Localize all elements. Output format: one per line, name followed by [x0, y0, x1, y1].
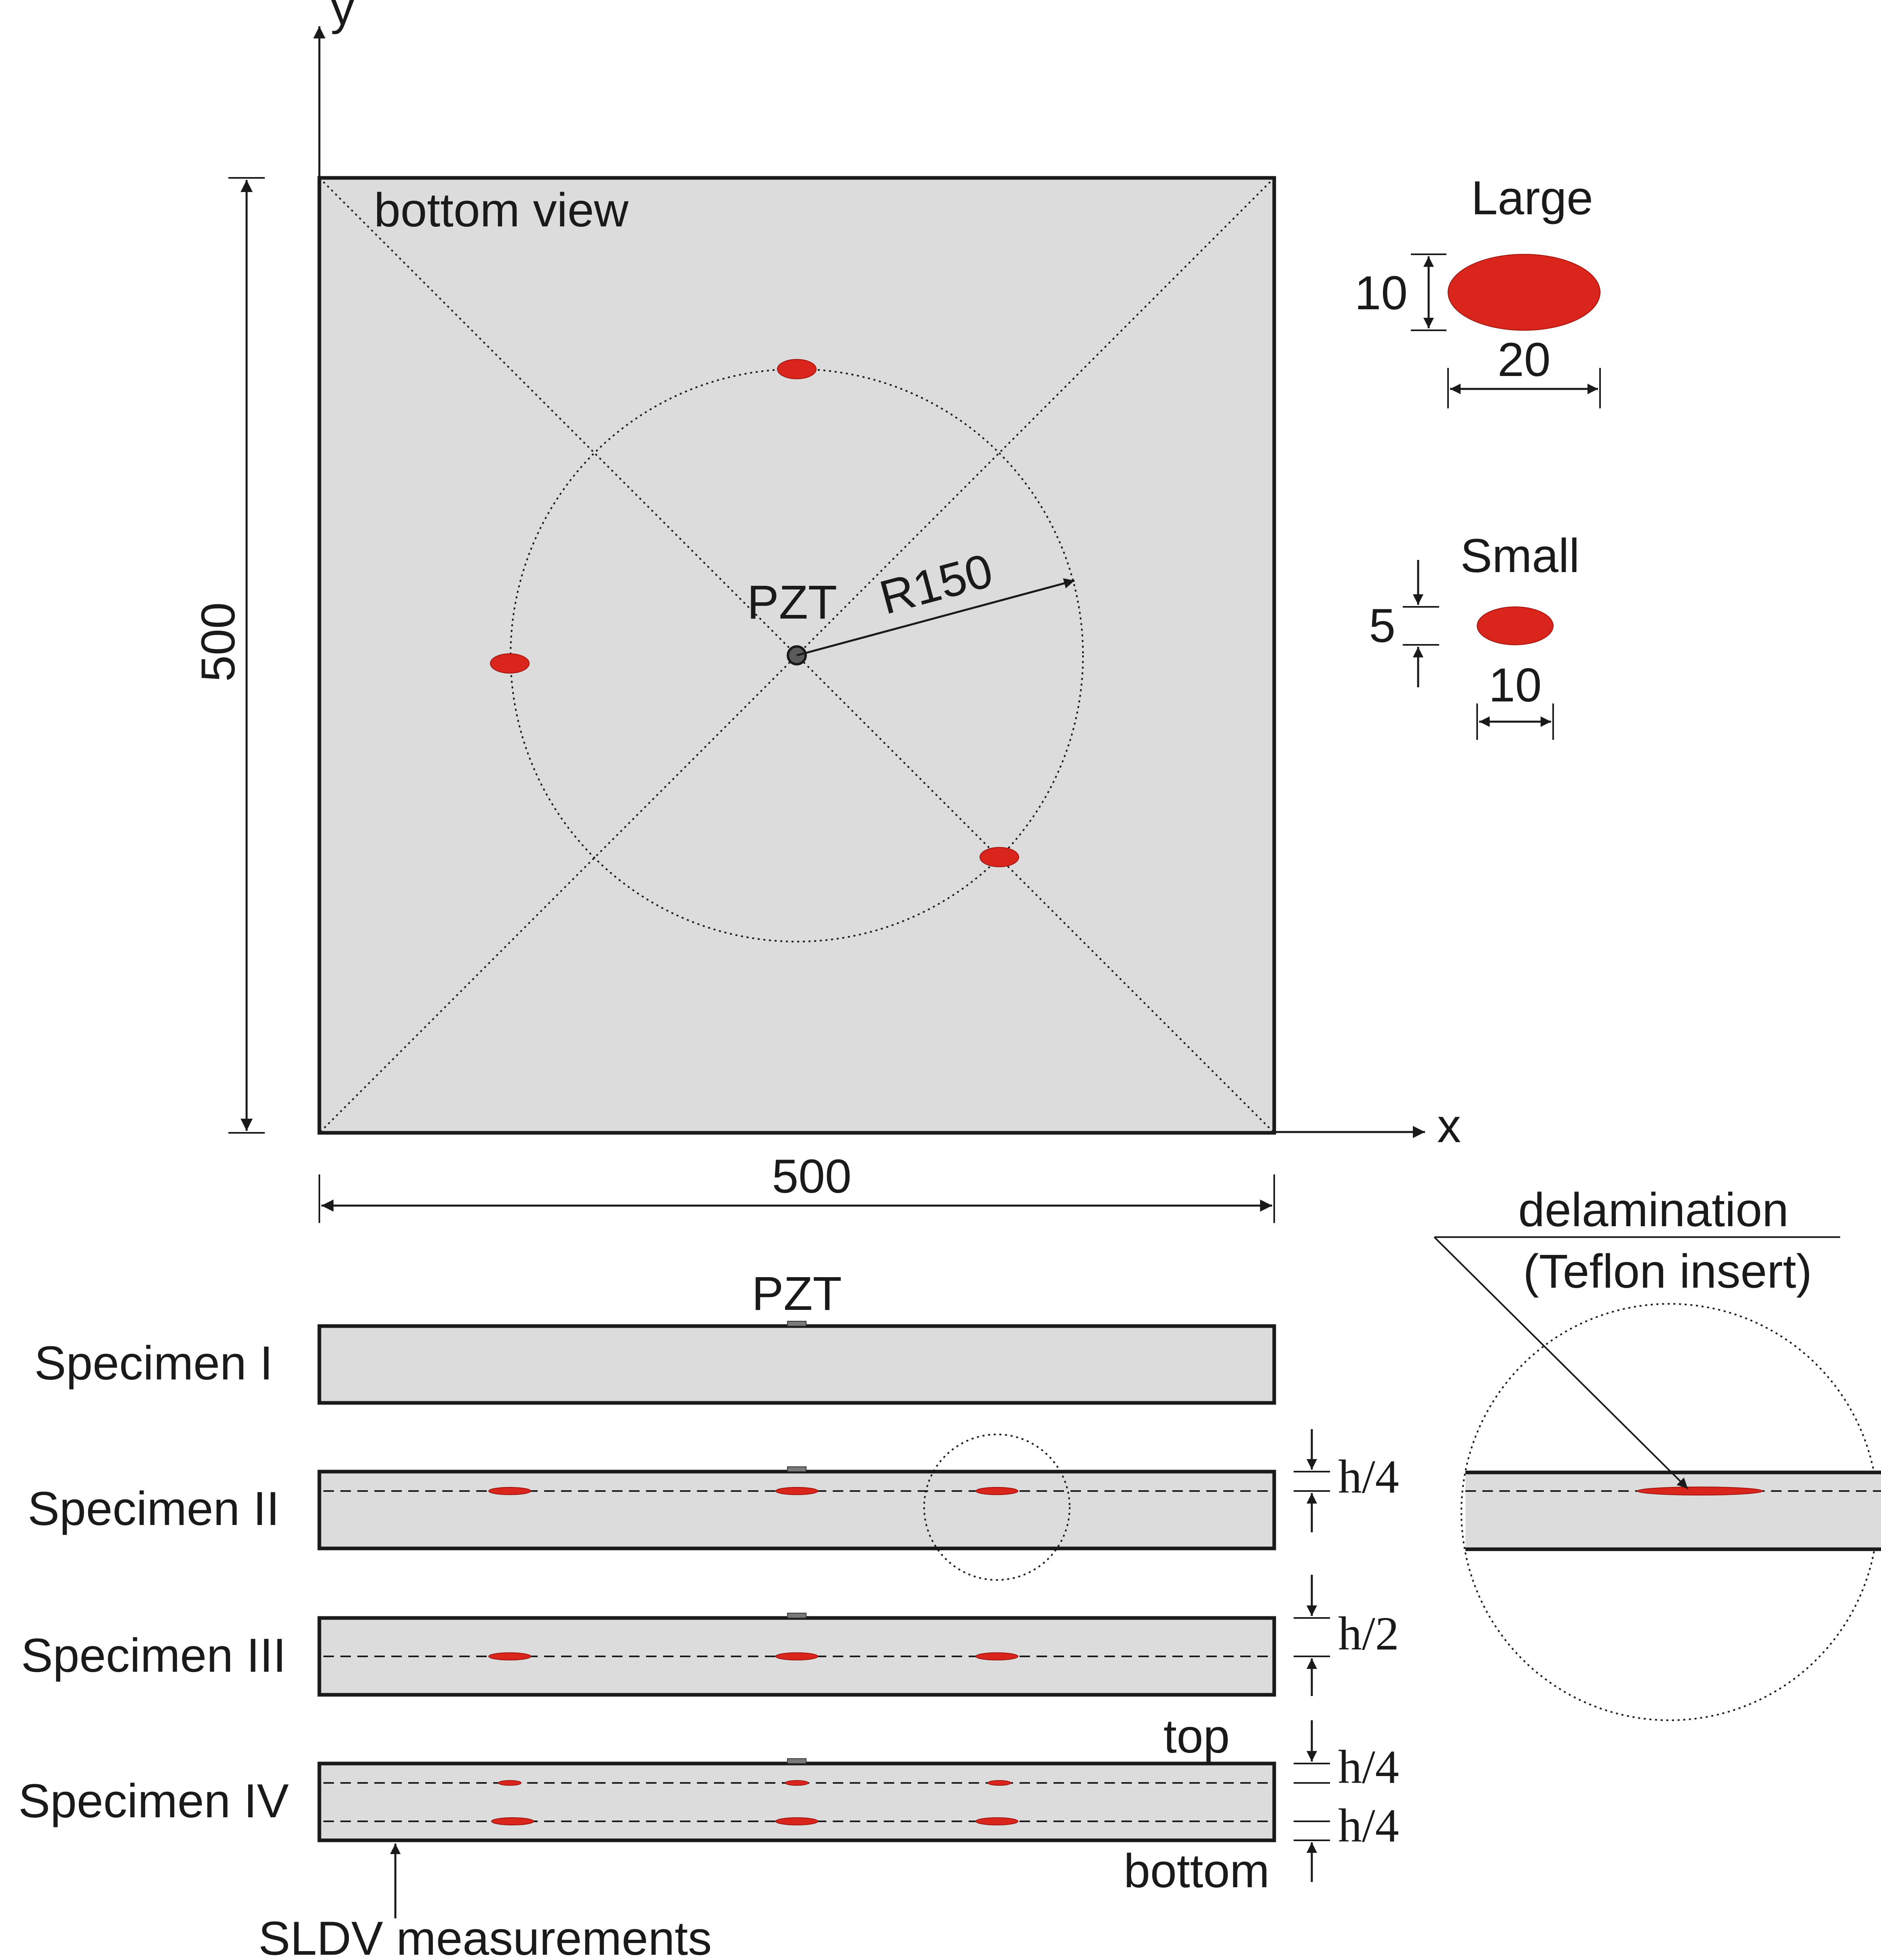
legend-large-title: Large [1471, 171, 1593, 225]
specimen-4: Specimen IV top bottom h/4 h/4 SLDV meas… [19, 1710, 1399, 1960]
detail-label-line2: (Teflon insert) [1523, 1245, 1812, 1298]
specimen-4-bar [317, 1761, 1276, 1842]
legend-large-width: 20 [1497, 333, 1550, 387]
legend-large-delamination [1448, 254, 1600, 331]
legend-large-height: 10 [1355, 266, 1408, 320]
delamination [488, 1652, 531, 1660]
pzt-marker [787, 1321, 806, 1326]
view-label: bottom view [374, 184, 629, 237]
specimen-3: Specimen III h/2 [21, 1575, 1399, 1697]
specimen-1-label: Specimen I [34, 1337, 273, 1390]
delamination-top [777, 359, 817, 379]
specimen-4-label: Specimen IV [19, 1774, 289, 1828]
specimen-1: Specimen I [34, 1321, 1276, 1405]
delamination [975, 1817, 1018, 1825]
legend-small-title: Small [1460, 529, 1579, 583]
detail-callout-circle [923, 1434, 1070, 1581]
pzt-label: PZT [747, 576, 837, 629]
detail-section-fill [1465, 1472, 1881, 1549]
coordinate-axes: y x [313, 0, 1461, 1153]
delamination [775, 1817, 818, 1825]
legend-large: Large 10 20 [1355, 171, 1601, 408]
delamination [775, 1487, 818, 1495]
delamination [785, 1780, 809, 1786]
legend-small-height: 5 [1369, 599, 1395, 653]
pzt-marker [787, 1613, 806, 1618]
legend-small-width: 10 [1488, 659, 1541, 712]
section-pzt-label: PZT [752, 1267, 842, 1320]
specimen-3-depth-label: h/2 [1338, 1607, 1399, 1660]
specimen-3-depth-dimension: h/2 [1294, 1575, 1399, 1696]
delamination [491, 1817, 534, 1825]
specimen-4-depth-top-label: h/4 [1338, 1740, 1399, 1793]
delamination [975, 1487, 1018, 1495]
specimen-4-depth-dimensions: h/4 h/4 [1294, 1720, 1399, 1882]
detail-delamination [1637, 1487, 1763, 1495]
delamination [488, 1487, 531, 1495]
detail-label-line1: delamination [1518, 1183, 1788, 1237]
detail-leader [1433, 1236, 1689, 1489]
specimen-1-bar [317, 1324, 1276, 1405]
delamination [988, 1780, 1011, 1786]
specimen-sections: PZT Specimen I Specimen II h/4 [19, 1267, 1399, 1960]
specimen-2-bar [317, 1470, 1276, 1550]
specimen-3-label: Specimen III [21, 1629, 286, 1682]
pzt-marker [787, 1758, 806, 1764]
specimen-2: Specimen II h/4 [27, 1429, 1399, 1581]
delamination [775, 1652, 818, 1660]
bottom-label: bottom [1124, 1844, 1270, 1898]
sldv-label: SLDV measurements [258, 1912, 711, 1960]
height-dimension: 500 [192, 177, 265, 1134]
specimen-2-label: Specimen II [27, 1482, 279, 1535]
delamination-left [490, 653, 530, 674]
legend-small: Small 5 10 [1369, 529, 1580, 740]
width-label: 500 [772, 1150, 852, 1203]
delamination [975, 1652, 1018, 1660]
specimen-2-depth-dimension: h/4 [1294, 1429, 1399, 1532]
delamination [498, 1780, 521, 1786]
specimen-4-depth-bottom-label: h/4 [1338, 1799, 1399, 1852]
delamination-lower-right [980, 847, 1019, 867]
plate-bottom-view: bottom view PZT R150 500 500 [192, 176, 1276, 1223]
y-axis-label: y [331, 0, 355, 35]
pzt-marker [787, 1466, 806, 1472]
top-label: top [1163, 1710, 1230, 1763]
specimen-2-depth-label: h/4 [1338, 1450, 1399, 1503]
radius-arrow [796, 578, 1075, 657]
width-dimension: 500 [319, 1150, 1275, 1223]
x-axis-label: x [1437, 1099, 1461, 1153]
detail-view: delamination (Teflon insert) [1433, 1183, 1881, 1721]
height-label: 500 [192, 602, 245, 682]
legend-small-delamination [1477, 606, 1554, 645]
